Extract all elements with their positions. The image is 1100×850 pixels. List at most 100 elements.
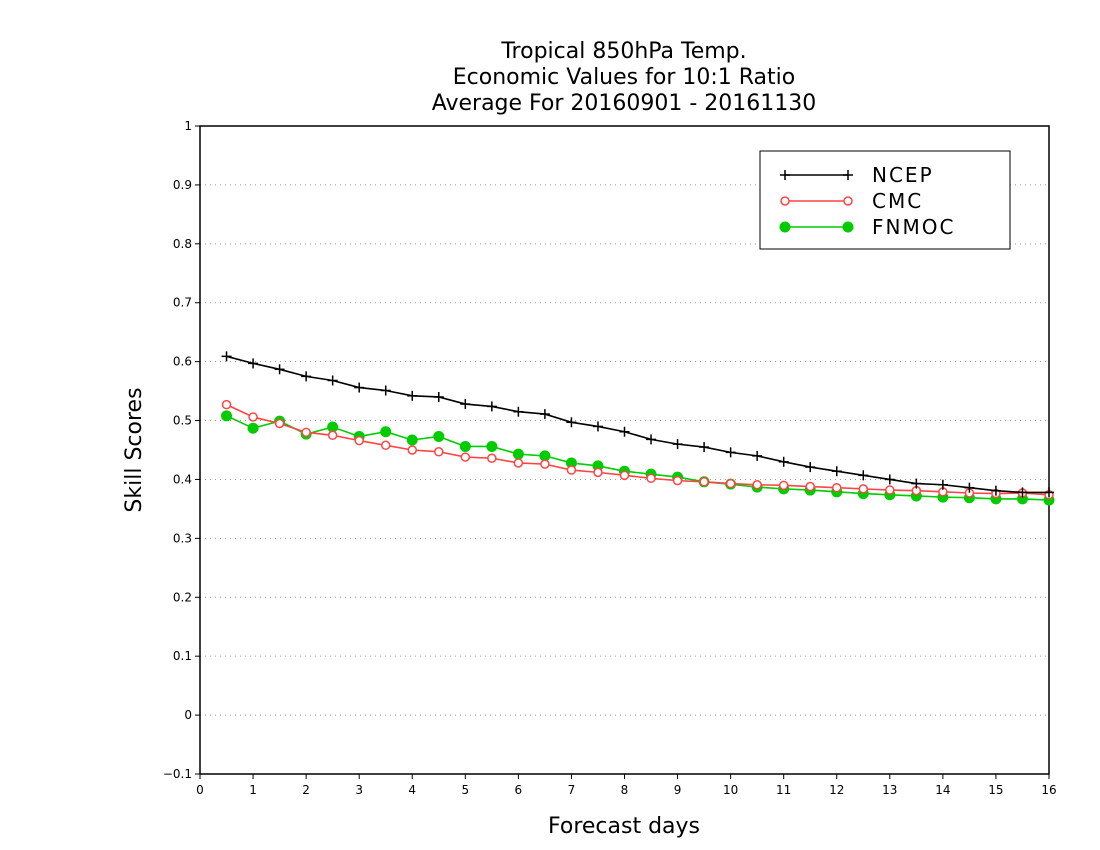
cmc-point (725, 478, 736, 489)
y-tick-label: −0.1 (163, 767, 192, 781)
cmc-point (354, 435, 364, 446)
ncep-point (646, 434, 657, 445)
cmc-point (805, 481, 815, 492)
cmc-point (380, 440, 391, 451)
cmc-point (778, 480, 789, 491)
x-tick-label: 2 (302, 783, 310, 797)
cmc-point (513, 458, 524, 468)
legend-box (759, 150, 1011, 250)
fnmoc-point (512, 448, 524, 460)
ncep-point (513, 406, 524, 417)
cmc-point (752, 480, 762, 490)
cmc-point (885, 485, 895, 495)
ncep-point (699, 442, 710, 453)
x-tick-label: 12 (829, 783, 844, 797)
fnmoc-point (433, 430, 445, 442)
ncep-point (248, 358, 259, 369)
cmc-point (487, 453, 497, 463)
y-tick-label: 0.2 (173, 590, 192, 604)
chart-title-line-1: Tropical 850hPa Temp. (500, 39, 746, 64)
y-tick-label: 0.9 (173, 178, 192, 192)
y-tick-label: 0.8 (173, 237, 192, 251)
fnmoc-point (406, 434, 418, 446)
cmc-point (858, 484, 869, 494)
x-tick-label: 11 (776, 783, 791, 797)
cmc-line (226, 403, 1050, 496)
fnmoc-point (247, 422, 259, 434)
legend-item-cmc: CMC (780, 189, 923, 213)
ncep-point (1044, 487, 1054, 498)
legend-label: FNMOC (872, 215, 955, 239)
chart-title: Tropical 850hPa Temp. Economic Values fo… (432, 39, 817, 116)
ncep-point (486, 401, 497, 412)
series-ncep (221, 351, 1054, 498)
cmc-point (832, 482, 842, 493)
ncep-point (884, 474, 895, 485)
legend-marker (842, 221, 854, 233)
y-tick-label: 0.4 (173, 472, 192, 486)
x-axis-title: Forecast days (548, 814, 700, 839)
legend-item-fnmoc: FNMOC (779, 215, 955, 239)
ncep-point (831, 466, 842, 477)
ncep-point (619, 426, 630, 437)
y-tick-label: 0.5 (173, 414, 192, 428)
ncep-point (539, 409, 550, 420)
legend-label: NCEP (872, 163, 934, 187)
x-tick-label: 13 (882, 783, 897, 797)
cmc-point (248, 412, 258, 422)
ncep-point (725, 447, 736, 458)
cmc-point (619, 470, 630, 481)
y-tick-label: 0.3 (173, 531, 192, 545)
cmc-point (301, 427, 311, 438)
fnmoc-point (380, 426, 392, 438)
y-axis-ticks: −0.1 0 0.1 0.2 0.3 0.4 0.5 0.6 0.7 0.8 0.9 1 (163, 119, 200, 781)
ncep-point (592, 421, 603, 432)
cmc-point (460, 452, 471, 462)
chart-title-line-3: Average For 20160901 - 20161130 (432, 91, 817, 116)
ncep-point (672, 439, 683, 450)
legend-marker (779, 221, 791, 233)
y-tick-label: 0.1 (173, 649, 192, 663)
x-tick-label: 1 (249, 783, 257, 797)
legend-marker (780, 170, 790, 180)
cmc-point (646, 473, 656, 484)
ncep-point (221, 351, 232, 362)
cmc-point (221, 399, 232, 410)
ncep-point (778, 456, 789, 467)
ncep-point (327, 375, 338, 386)
ncep-point (301, 371, 312, 382)
series-lines (221, 351, 1055, 506)
x-tick-label: 10 (723, 783, 738, 797)
ncep-point (911, 478, 922, 489)
cmc-point (540, 459, 550, 469)
cmc-point (274, 418, 285, 429)
x-tick-label: 16 (1041, 783, 1056, 797)
ncep-point (858, 470, 869, 481)
y-tick-label: 0.7 (173, 296, 192, 310)
gridlines (200, 184, 1049, 716)
ncep-point (805, 462, 816, 473)
ncep-point (354, 382, 365, 393)
ncep-point (380, 385, 391, 396)
ncep-point (407, 390, 418, 401)
x-tick-label: 14 (935, 783, 950, 797)
x-tick-label: 8 (621, 783, 629, 797)
ncep-point (752, 450, 763, 461)
ncep-point (1017, 487, 1028, 498)
x-tick-label: 9 (674, 783, 682, 797)
ncep-point (964, 482, 975, 493)
fnmoc-line (226, 415, 1050, 501)
chart-title-line-2: Economic Values for 10:1 Ratio (453, 65, 795, 90)
legend-marker (843, 196, 853, 206)
legend-label: CMC (872, 189, 923, 213)
x-tick-label: 5 (461, 783, 469, 797)
fnmoc-point (459, 440, 471, 452)
cmc-point (566, 465, 577, 475)
x-tick-label: 15 (988, 783, 1003, 797)
x-axis-ticks: 0 1 2 3 4 5 6 7 8 9 10 11 12 13 14 15 16 (196, 774, 1057, 797)
x-tick-label: 7 (568, 783, 576, 797)
fnmoc-point (221, 410, 233, 422)
legend-marker (843, 170, 853, 180)
